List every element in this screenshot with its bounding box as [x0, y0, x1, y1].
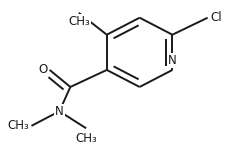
- Text: N: N: [168, 54, 177, 67]
- Text: CH₃: CH₃: [68, 15, 90, 28]
- Text: Cl: Cl: [210, 11, 222, 24]
- Text: CH₃: CH₃: [7, 119, 29, 132]
- Text: O: O: [38, 64, 47, 77]
- Text: N: N: [55, 105, 64, 118]
- Text: CH₃: CH₃: [75, 132, 97, 145]
